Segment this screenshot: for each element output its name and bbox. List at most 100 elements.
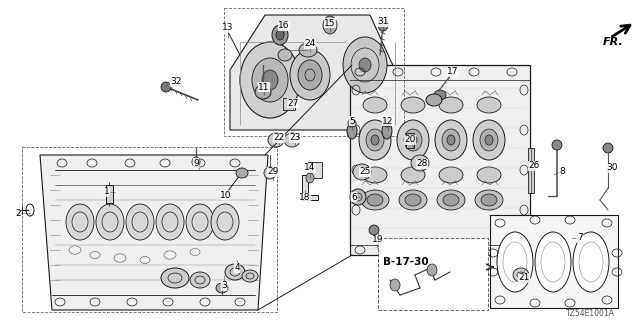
Bar: [283, 98, 295, 110]
Ellipse shape: [378, 19, 388, 31]
Ellipse shape: [390, 279, 400, 291]
Text: 9: 9: [193, 158, 199, 167]
Ellipse shape: [211, 204, 239, 240]
Ellipse shape: [481, 194, 497, 206]
Ellipse shape: [323, 16, 337, 34]
Polygon shape: [490, 215, 618, 308]
Ellipse shape: [284, 133, 300, 147]
Text: B-17-30: B-17-30: [383, 257, 429, 267]
Text: 22: 22: [273, 133, 285, 142]
Ellipse shape: [262, 70, 278, 90]
Bar: [224, 8, 404, 136]
Ellipse shape: [439, 167, 463, 183]
Ellipse shape: [437, 190, 465, 210]
Text: 20: 20: [404, 135, 416, 145]
Ellipse shape: [382, 123, 392, 139]
Text: 19: 19: [372, 236, 384, 244]
Ellipse shape: [409, 135, 417, 145]
Ellipse shape: [447, 135, 455, 145]
Ellipse shape: [397, 120, 429, 160]
Ellipse shape: [240, 42, 300, 118]
Ellipse shape: [443, 194, 459, 206]
Ellipse shape: [348, 119, 356, 127]
Ellipse shape: [404, 129, 422, 151]
Ellipse shape: [367, 194, 383, 206]
Text: 24: 24: [305, 39, 316, 49]
Bar: [378, 238, 488, 310]
Bar: [406, 133, 414, 148]
Text: 11: 11: [259, 83, 269, 92]
Bar: [528, 148, 534, 193]
Ellipse shape: [513, 268, 529, 282]
Text: 27: 27: [287, 99, 299, 108]
Ellipse shape: [361, 190, 389, 210]
Text: 8: 8: [559, 166, 565, 175]
Ellipse shape: [485, 135, 493, 145]
Ellipse shape: [268, 133, 284, 147]
Ellipse shape: [242, 270, 258, 282]
Ellipse shape: [216, 283, 228, 293]
Ellipse shape: [477, 97, 501, 113]
Ellipse shape: [190, 272, 210, 288]
Ellipse shape: [434, 90, 446, 100]
Ellipse shape: [306, 173, 314, 183]
Ellipse shape: [401, 167, 425, 183]
Text: 23: 23: [289, 133, 301, 142]
Ellipse shape: [603, 143, 613, 153]
Polygon shape: [302, 175, 318, 200]
Ellipse shape: [401, 97, 425, 113]
Bar: [22, 147, 277, 312]
Ellipse shape: [363, 167, 387, 183]
Polygon shape: [230, 15, 395, 130]
Bar: [106, 185, 113, 203]
Ellipse shape: [480, 129, 498, 151]
Ellipse shape: [573, 232, 609, 292]
Text: 17: 17: [447, 68, 459, 76]
Text: 25: 25: [359, 167, 371, 177]
Text: 16: 16: [278, 21, 290, 30]
Text: 3: 3: [221, 282, 227, 291]
Ellipse shape: [473, 120, 505, 160]
Ellipse shape: [186, 204, 214, 240]
Text: 14: 14: [304, 164, 316, 172]
Ellipse shape: [298, 60, 322, 90]
Text: 29: 29: [268, 167, 278, 177]
Ellipse shape: [497, 232, 533, 292]
Ellipse shape: [299, 43, 317, 57]
Ellipse shape: [156, 204, 184, 240]
Ellipse shape: [363, 97, 387, 113]
Ellipse shape: [427, 264, 437, 276]
Ellipse shape: [264, 167, 276, 179]
Text: 2: 2: [15, 209, 21, 218]
Ellipse shape: [96, 204, 124, 240]
Ellipse shape: [439, 97, 463, 113]
Ellipse shape: [399, 190, 427, 210]
Text: 28: 28: [416, 159, 428, 169]
Ellipse shape: [353, 164, 371, 180]
Text: 32: 32: [170, 77, 182, 86]
Ellipse shape: [435, 120, 467, 160]
Ellipse shape: [369, 225, 379, 235]
Ellipse shape: [475, 190, 503, 210]
Text: 13: 13: [222, 23, 234, 33]
Text: 5: 5: [349, 116, 355, 125]
Ellipse shape: [347, 123, 357, 139]
Text: 30: 30: [606, 164, 618, 172]
Ellipse shape: [161, 82, 171, 92]
Text: 12: 12: [382, 116, 394, 125]
Ellipse shape: [477, 167, 501, 183]
Ellipse shape: [442, 129, 460, 151]
Ellipse shape: [359, 58, 371, 72]
Ellipse shape: [236, 168, 248, 178]
Ellipse shape: [359, 120, 391, 160]
Ellipse shape: [126, 204, 154, 240]
Text: 26: 26: [528, 162, 540, 171]
Text: 7: 7: [577, 234, 583, 243]
Ellipse shape: [552, 140, 562, 150]
Ellipse shape: [255, 85, 271, 99]
Ellipse shape: [272, 25, 288, 45]
Ellipse shape: [192, 157, 200, 167]
Ellipse shape: [161, 268, 189, 288]
Polygon shape: [40, 155, 268, 310]
Ellipse shape: [383, 119, 391, 127]
